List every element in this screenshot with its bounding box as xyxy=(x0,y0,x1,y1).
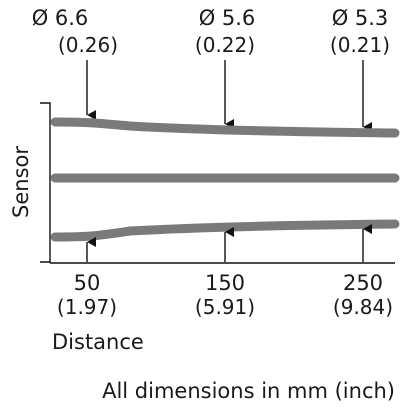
distance-axis-label: Distance xyxy=(52,330,144,354)
distance-inch-2: (5.91) xyxy=(195,295,255,319)
diameter-label-2: Ø 5.6 xyxy=(199,6,256,30)
diameter-inch-1: (0.26) xyxy=(58,33,118,57)
sensor-label: Sensor xyxy=(9,146,33,218)
diameter-label-1: Ø 6.6 xyxy=(32,6,89,30)
beam-upper-edge xyxy=(50,117,400,138)
diameter-inch-3: (0.21) xyxy=(330,33,390,57)
units-footnote: All dimensions in mm (inch) xyxy=(102,379,395,403)
distance-mm-1: 50 xyxy=(74,271,101,295)
distance-mm-2: 150 xyxy=(205,271,245,295)
diameter-inch-2: (0.22) xyxy=(195,33,255,57)
sensor-bracket xyxy=(40,102,395,264)
distance-inch-1: (1.97) xyxy=(57,295,117,319)
distance-mm-3: 250 xyxy=(343,271,383,295)
beam-lower-edge xyxy=(50,219,400,242)
diameter-label-3: Ø 5.3 xyxy=(332,6,389,30)
distance-inch-3: (9.84) xyxy=(333,295,393,319)
